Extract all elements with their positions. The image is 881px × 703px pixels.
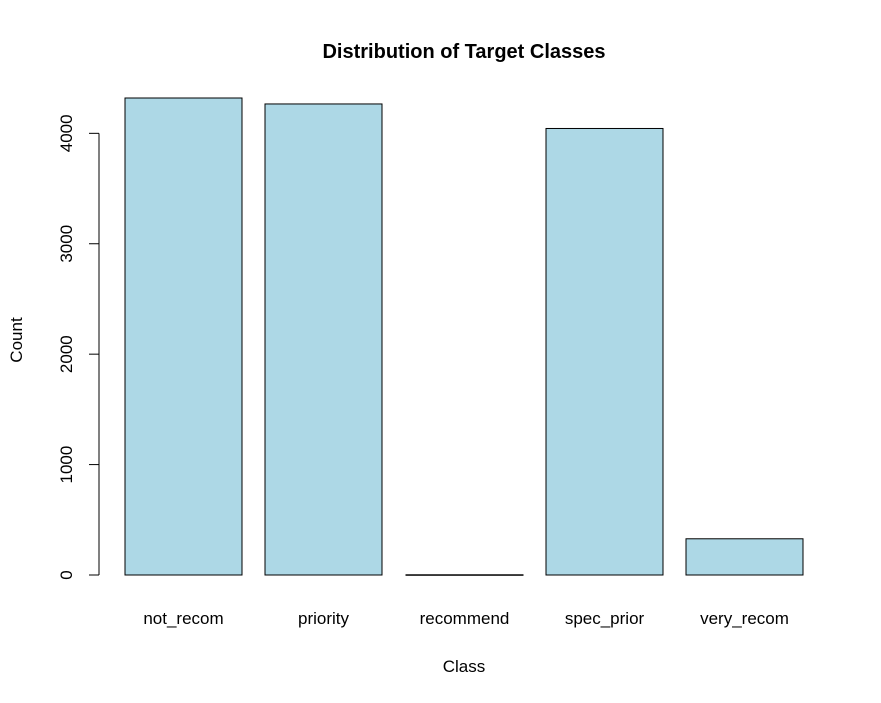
bar-not_recom	[124, 97, 243, 576]
bar-very_recom	[685, 538, 804, 576]
bar-recommend	[405, 574, 524, 576]
y-tick-label: 4000	[57, 114, 76, 152]
x-tick-label: recommend	[420, 609, 510, 628]
y-tick-label: 2000	[57, 335, 76, 373]
y-axis: 0 1000 2000 3000 4000	[57, 114, 100, 580]
chart-title: Distribution of Target Classes	[322, 41, 605, 63]
x-tick-label: spec_prior	[565, 609, 645, 628]
x-tick-labels: not_recom priority recommend spec_prior very…	[143, 609, 789, 628]
x-tick-label: not_recom	[143, 609, 223, 628]
y-tick-label: 0	[57, 570, 76, 579]
y-axis-label: Count	[7, 317, 26, 363]
bar-spec_prior	[545, 127, 664, 576]
bar-priority	[264, 103, 383, 576]
x-axis-label: Class	[443, 657, 486, 676]
y-tick-label: 3000	[57, 225, 76, 263]
bars-group	[124, 97, 804, 576]
x-tick-label: priority	[298, 609, 350, 628]
y-tick-label: 1000	[57, 446, 76, 484]
x-tick-label: very_recom	[700, 609, 789, 628]
